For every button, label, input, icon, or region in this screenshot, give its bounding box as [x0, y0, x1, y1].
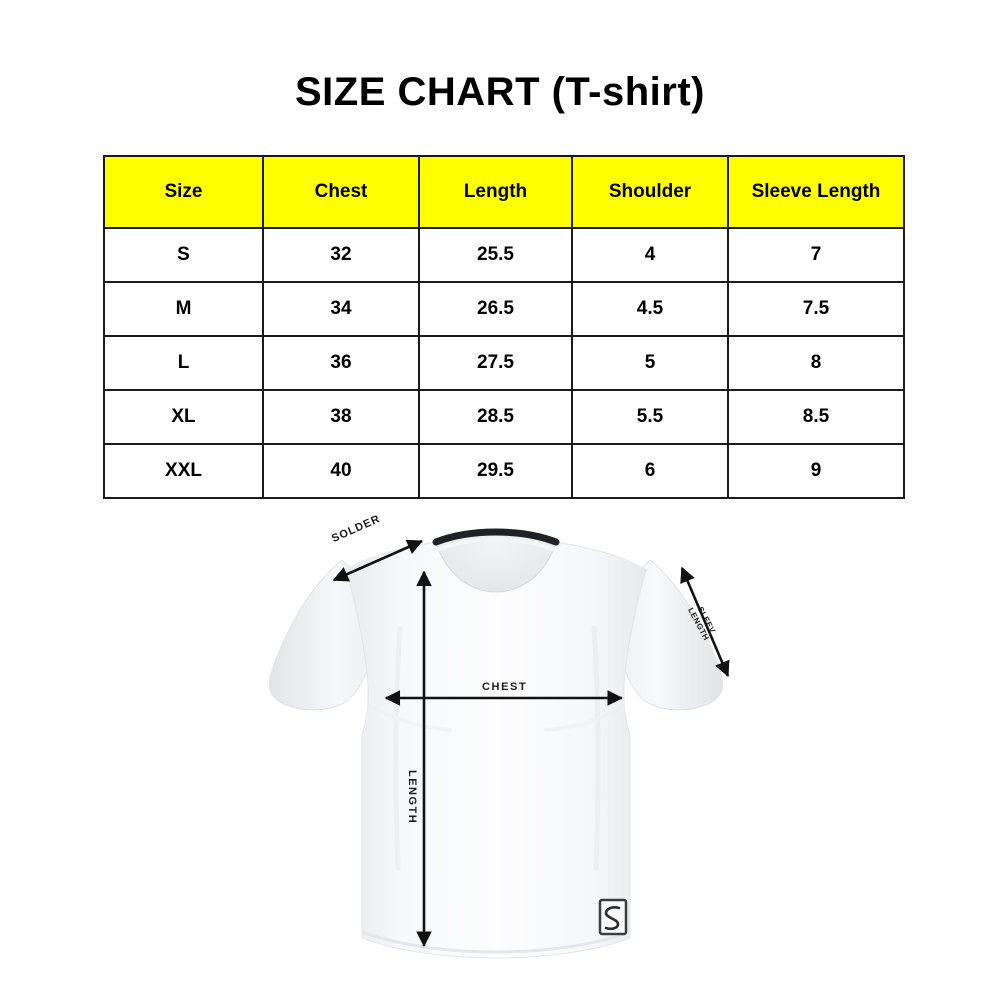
cell-sleeve-length: 7: [727, 227, 905, 283]
size-chart-table-container: Size Chest Length Shoulder Sleeve Length…: [103, 155, 905, 499]
cell-size: S: [103, 227, 264, 283]
cell-shoulder: 4.5: [571, 281, 729, 337]
table-row: L 36 27.5 5 8: [103, 335, 905, 391]
table-row: S 32 25.5 4 7: [103, 227, 905, 283]
cell-shoulder: 5.5: [571, 389, 729, 445]
tshirt-shape: [268, 528, 724, 959]
table-row: XXL 40 29.5 6 9: [103, 443, 905, 499]
shoulder-measure-arrow: [332, 539, 423, 582]
cell-sleeve-length: 7.5: [727, 281, 905, 337]
column-header-length: Length: [418, 155, 573, 229]
tshirt-measurement-diagram: SOLDER CHEST LENGTH SLEEV LENGTH: [250, 508, 750, 993]
table-row: XL 38 28.5 5.5 8.5: [103, 389, 905, 445]
table-row: M 34 26.5 4.5 7.5: [103, 281, 905, 337]
cell-sleeve-length: 8.5: [727, 389, 905, 445]
collar-ribbing: [438, 537, 554, 551]
cell-shoulder: 6: [571, 443, 729, 499]
page-title: SIZE CHART (T-shirt): [295, 70, 705, 114]
cell-chest: 36: [262, 335, 420, 391]
cell-size: M: [103, 281, 264, 337]
collar-rim: [432, 528, 560, 546]
chest-label: CHEST: [482, 681, 528, 693]
table-header-row: Size Chest Length Shoulder Sleeve Length: [103, 155, 905, 229]
tshirt-body: [345, 541, 647, 959]
bottom-hem: [361, 930, 631, 954]
cell-chest: 34: [262, 281, 420, 337]
cell-length: 29.5: [418, 443, 573, 499]
brand-tag-glyph: [604, 906, 621, 931]
sleeve-length-measure-arrow: [680, 566, 730, 677]
length-label: LENGTH: [406, 770, 418, 825]
left-sleeve: [268, 559, 381, 711]
column-header-sleeve-length: Sleeve Length: [727, 155, 905, 229]
cell-shoulder: 4: [571, 227, 729, 283]
cell-length: 25.5: [418, 227, 573, 283]
cell-chest: 40: [262, 443, 420, 499]
tshirt-illustration: [268, 528, 730, 959]
cell-length: 26.5: [418, 281, 573, 337]
column-header-chest: Chest: [262, 155, 420, 229]
cell-size: XXL: [103, 443, 264, 499]
cell-chest: 32: [262, 227, 420, 283]
column-header-size: Size: [103, 155, 264, 229]
cell-sleeve-length: 9: [727, 443, 905, 499]
fabric-folds: [372, 625, 624, 871]
brand-tag-logo: [598, 898, 628, 936]
cell-length: 28.5: [418, 389, 573, 445]
column-header-shoulder: Shoulder: [571, 155, 729, 229]
cell-shoulder: 5: [571, 335, 729, 391]
cell-sleeve-length: 8: [727, 335, 905, 391]
cell-size: XL: [103, 389, 264, 445]
cell-size: L: [103, 335, 264, 391]
cell-length: 27.5: [418, 335, 573, 391]
size-chart-table: Size Chest Length Shoulder Sleeve Length…: [103, 155, 905, 499]
cell-chest: 38: [262, 389, 420, 445]
